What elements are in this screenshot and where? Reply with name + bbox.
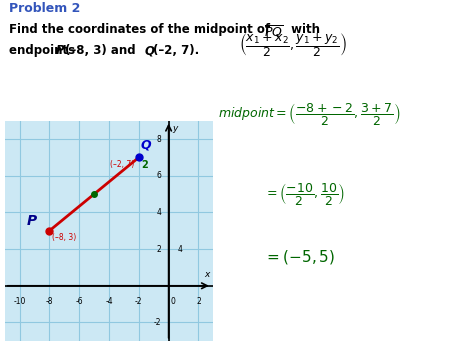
Text: 6: 6 — [156, 171, 161, 180]
Text: $\mathit{midpoint}=\left(\dfrac{-8+-2}{2},\dfrac{3+7}{2}\right)$: $\mathit{midpoint}=\left(\dfrac{-8+-2}{2… — [218, 101, 401, 127]
Text: x: x — [205, 271, 210, 279]
Text: y: y — [173, 124, 178, 133]
Text: (–8, 3) and: (–8, 3) and — [65, 44, 140, 58]
Text: $\left(\dfrac{x_1+x_2}{2},\dfrac{y_1+y_2}{2}\right)$: $\left(\dfrac{x_1+x_2}{2},\dfrac{y_1+y_2… — [238, 31, 346, 59]
Text: (–2, 7): (–2, 7) — [110, 160, 134, 169]
Text: 2: 2 — [156, 245, 161, 253]
Text: 4: 4 — [178, 245, 182, 253]
Text: -10: -10 — [13, 297, 26, 306]
Text: Q: Q — [140, 138, 151, 151]
Text: with: with — [287, 23, 320, 36]
Text: -2: -2 — [154, 318, 161, 327]
Text: $=\left(\dfrac{-10}{2},\dfrac{10}{2}\right)$: $=\left(\dfrac{-10}{2},\dfrac{10}{2}\rig… — [264, 181, 345, 207]
Text: -6: -6 — [75, 297, 83, 306]
Text: P: P — [27, 214, 37, 228]
Text: 4: 4 — [156, 208, 161, 217]
Text: P: P — [56, 44, 64, 58]
Text: $\overline{PQ}$: $\overline{PQ}$ — [264, 23, 283, 39]
Text: -4: -4 — [105, 297, 113, 306]
Text: Problem 2: Problem 2 — [9, 2, 81, 15]
Text: 8: 8 — [156, 135, 161, 143]
Text: 2: 2 — [141, 160, 148, 170]
Text: -8: -8 — [46, 297, 53, 306]
Text: (–2, 7).: (–2, 7). — [153, 44, 199, 58]
Text: -2: -2 — [135, 297, 143, 306]
Text: endpoints: endpoints — [9, 44, 80, 58]
Text: Find the coordinates of the midpoint of: Find the coordinates of the midpoint of — [9, 23, 275, 36]
Text: (–8, 3): (–8, 3) — [53, 233, 77, 242]
Text: Q: Q — [145, 44, 155, 58]
Text: 0: 0 — [171, 297, 176, 306]
Text: 2: 2 — [196, 297, 201, 306]
Text: $=(-5,5)$: $=(-5,5)$ — [264, 248, 336, 266]
